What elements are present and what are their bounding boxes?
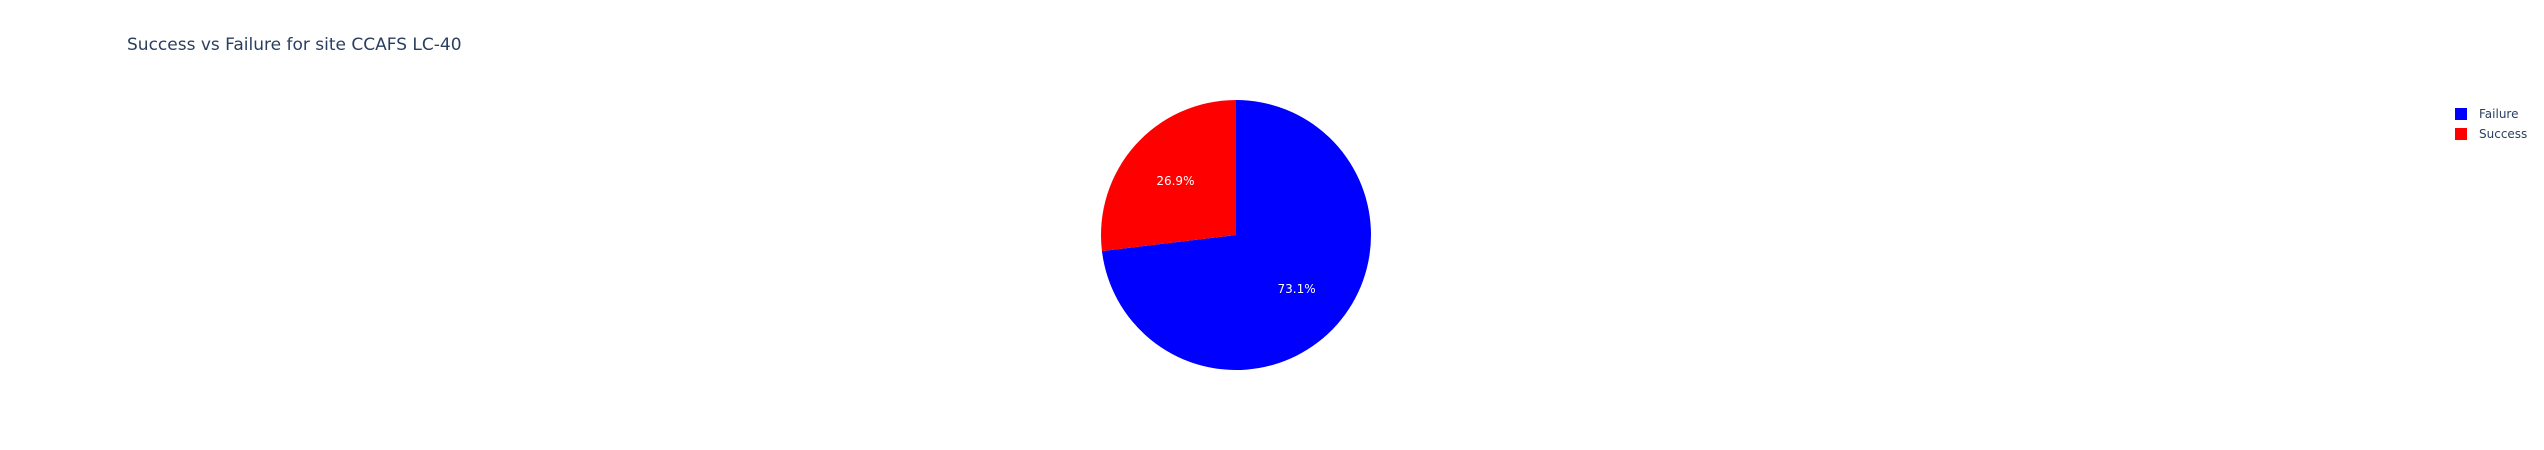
chart-title: Success vs Failure for site CCAFS LC-40 bbox=[127, 35, 462, 55]
legend: Failure Success bbox=[2455, 107, 2527, 141]
pie-slice-label-failure: 73.1% bbox=[1278, 282, 1316, 296]
pie-slice-success[interactable] bbox=[1101, 100, 1236, 252]
legend-swatch-failure[interactable] bbox=[2455, 108, 2467, 120]
legend-swatch-success[interactable] bbox=[2455, 128, 2467, 140]
pie-slice-labels: 73.1% 26.9% bbox=[1156, 174, 1315, 296]
legend-label-success[interactable]: Success bbox=[2479, 127, 2527, 141]
pie-slices bbox=[1101, 100, 1372, 370]
pie-slice-label-success: 26.9% bbox=[1156, 174, 1194, 188]
legend-label-failure[interactable]: Failure bbox=[2479, 107, 2518, 121]
pie-slice-failure[interactable] bbox=[1101, 100, 1372, 370]
